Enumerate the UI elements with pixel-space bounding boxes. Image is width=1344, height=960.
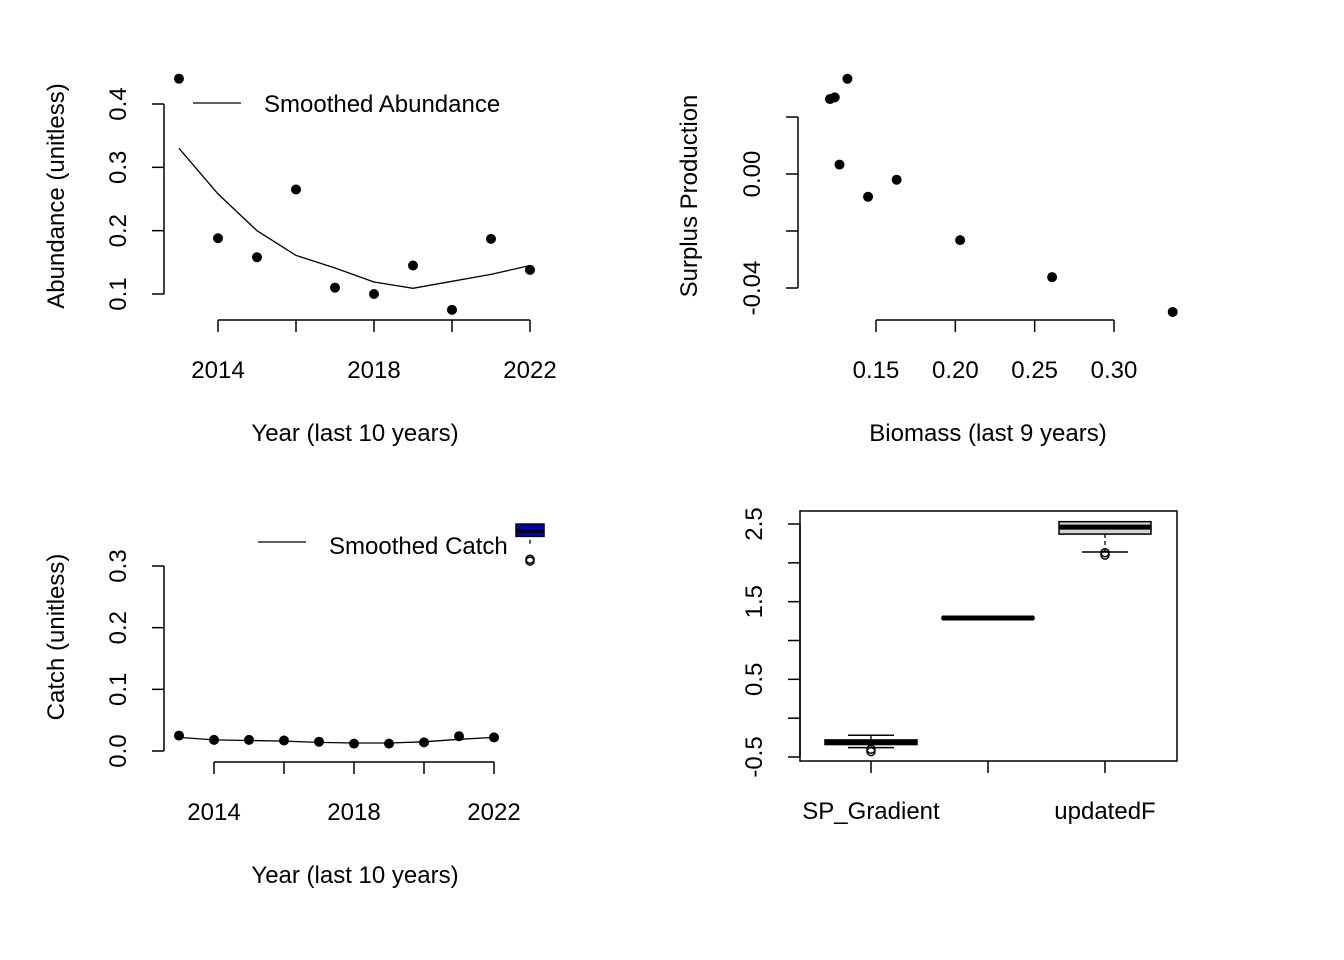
smoothed-catch-path: [178, 736, 495, 744]
smoothed-abundance-path: [178, 147, 531, 289]
data-point: [842, 73, 853, 84]
data-point: [863, 191, 874, 202]
y-tick-label: 2.5: [741, 507, 768, 540]
overlay-outlier: [525, 554, 535, 564]
x-tick-label: 2018: [347, 357, 400, 384]
biomass-x-label: Biomass (last 9 years): [869, 420, 1106, 447]
surplus-production-points: [824, 73, 1178, 317]
data-point: [174, 73, 184, 84]
data-point: [891, 174, 902, 185]
abundance-x-axis: 2014 2018 2022: [191, 319, 557, 384]
data-point: [447, 304, 457, 315]
y-tick-label: 0.00: [739, 151, 766, 198]
data-point: [955, 235, 966, 246]
surplus-production-y-label: Surplus Production: [676, 95, 703, 298]
surplus-production-panel: 0.15 0.20 0.25 0.30 -0.04 0.00 Biomass (last…: [676, 73, 1178, 447]
catch-x-label: Year (last 10 years): [251, 862, 458, 889]
catch-overlay-box: [515, 523, 545, 566]
data-point: [330, 282, 340, 293]
abundance-points: [174, 73, 535, 315]
box-outlier: [866, 746, 876, 757]
x-tick-label: 0.30: [1091, 357, 1138, 384]
x-tick-label: 2014: [191, 357, 244, 384]
y-tick-label: 1.5: [741, 585, 768, 618]
smoothed-abundance-line: [178, 147, 531, 289]
box-category-label: updatedF: [1054, 798, 1155, 825]
data-point: [213, 233, 223, 244]
catch-panel: 2014 2018 2022 0.0 0.1 0.2 0.3 Smoothed Catch…: [43, 523, 545, 889]
data-point: [408, 260, 418, 271]
x-tick-label: 0.20: [932, 357, 979, 384]
y-tick-label: 0.5: [741, 663, 768, 696]
data-point: [1167, 306, 1178, 317]
data-point: [291, 184, 301, 195]
abundance-panel: 2014 2018 2022 0.1 0.2 0.3 0.4 Smoothed Abund…: [43, 73, 557, 447]
biomass-x-axis: 0.15 0.20 0.25 0.30: [853, 319, 1138, 384]
y-tick-label: 0.1: [105, 673, 132, 706]
boxplot-panel: SP_Gradient updatedF -0.5 0.5 1.5 2.5: [741, 507, 1178, 825]
data-point: [369, 289, 379, 299]
boxplot-boxes: [824, 520, 1152, 757]
abundance-y-label: Abundance (unitless): [43, 83, 70, 308]
abundance-y-axis: 0.1 0.2 0.3 0.4: [105, 87, 165, 311]
boxplot-y-axis: -0.5 0.5 1.5 2.5: [741, 507, 801, 778]
legend-label-smoothed-catch: Smoothed Catch: [329, 533, 508, 560]
y-tick-label: 0.2: [105, 611, 132, 644]
y-tick-label: -0.5: [741, 736, 768, 777]
y-tick-label: 0.0: [105, 734, 132, 767]
y-tick-label: 0.2: [105, 214, 132, 247]
legend-label-smoothed-abundance: Smoothed Abundance: [264, 91, 500, 118]
catch-legend: Smoothed Catch: [258, 533, 508, 560]
x-tick-label: 0.25: [1011, 357, 1058, 384]
surplus-production-y-axis: -0.04 0.00: [739, 116, 799, 316]
data-point: [252, 252, 262, 263]
abundance-legend: Smoothed Abundance: [193, 91, 500, 118]
y-tick-label: -0.04: [739, 261, 766, 316]
x-tick-label: 2022: [467, 799, 520, 826]
catch-x-axis: 2014 2018 2022: [187, 761, 521, 826]
x-tick-label: 2022: [503, 357, 556, 384]
data-point: [1047, 272, 1058, 283]
x-tick-label: 0.15: [853, 357, 900, 384]
x-tick-label: 2014: [187, 799, 240, 826]
data-point: [174, 730, 184, 741]
y-tick-label: 0.1: [105, 277, 132, 310]
smoothed-catch-line: [178, 736, 495, 744]
boxplot-x-axis: SP_Gradient updatedF: [802, 761, 1156, 825]
data-point: [525, 264, 535, 275]
abundance-x-label: Year (last 10 years): [251, 420, 458, 447]
data-point: [486, 233, 496, 244]
x-tick-label: 2018: [327, 799, 380, 826]
y-tick-label: 0.3: [105, 549, 132, 582]
data-point: [829, 92, 840, 103]
box-category-label: SP_Gradient: [802, 798, 940, 825]
y-tick-label: 0.4: [105, 87, 132, 120]
data-point: [834, 159, 845, 170]
box-outlier: [1100, 547, 1110, 558]
catch-y-axis: 0.0 0.1 0.2 0.3: [105, 549, 165, 768]
y-tick-label: 0.3: [105, 151, 132, 184]
catch-y-label: Catch (unitless): [43, 554, 70, 721]
